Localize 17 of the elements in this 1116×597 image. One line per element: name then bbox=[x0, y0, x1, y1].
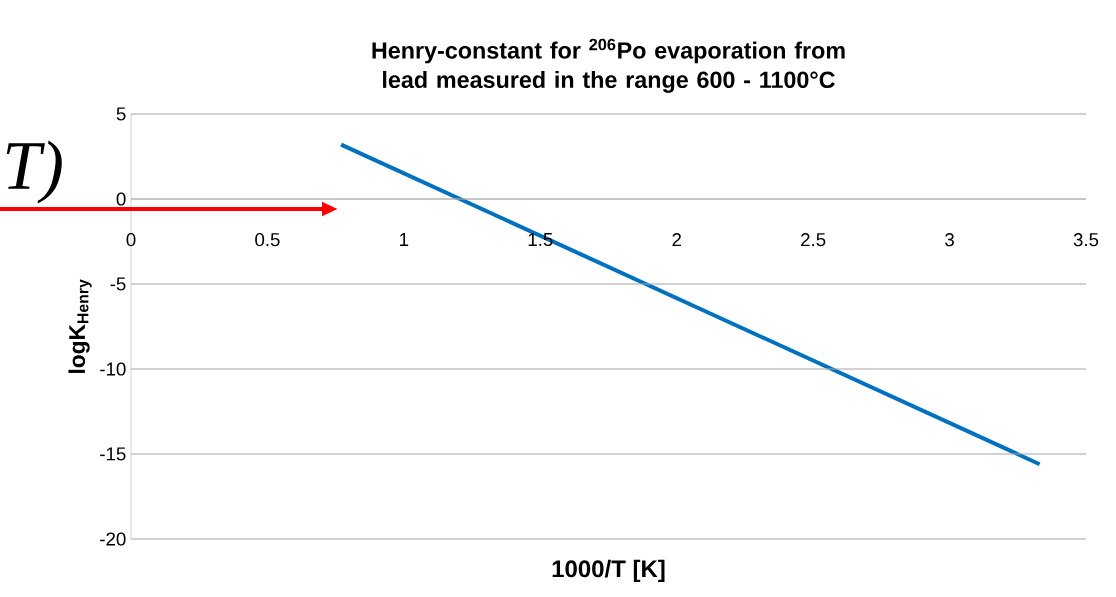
y-tick-label: -10 bbox=[100, 362, 126, 376]
x-tick-label: 0 bbox=[126, 233, 136, 247]
y-tick-label: 0 bbox=[116, 192, 126, 206]
x-tick-label: 2 bbox=[672, 233, 681, 247]
y-tick-label: -15 bbox=[100, 447, 126, 461]
y-tick-label: -5 bbox=[110, 277, 126, 291]
x-axis-title: 1000/T [K] bbox=[552, 559, 665, 583]
y-axis-title: logK$_{Henry}$ bbox=[68, 279, 92, 373]
y-tick-label: -20 bbox=[100, 532, 126, 546]
x-tick-label: 2.5 bbox=[801, 233, 826, 247]
x-tick-label: 0.5 bbox=[255, 233, 280, 247]
y-tick-label: 5 bbox=[116, 107, 126, 121]
x-tick-label: 3.5 bbox=[1073, 233, 1099, 247]
x-tick-label: 1 bbox=[400, 233, 409, 246]
chart-title: Henry-constant for $^{206}$Po evaporation from lead measured in the range 600 - 1100°C bbox=[372, 38, 845, 93]
x-tick-label: 3 bbox=[945, 233, 954, 247]
text: T) bbox=[6, 140, 62, 204]
